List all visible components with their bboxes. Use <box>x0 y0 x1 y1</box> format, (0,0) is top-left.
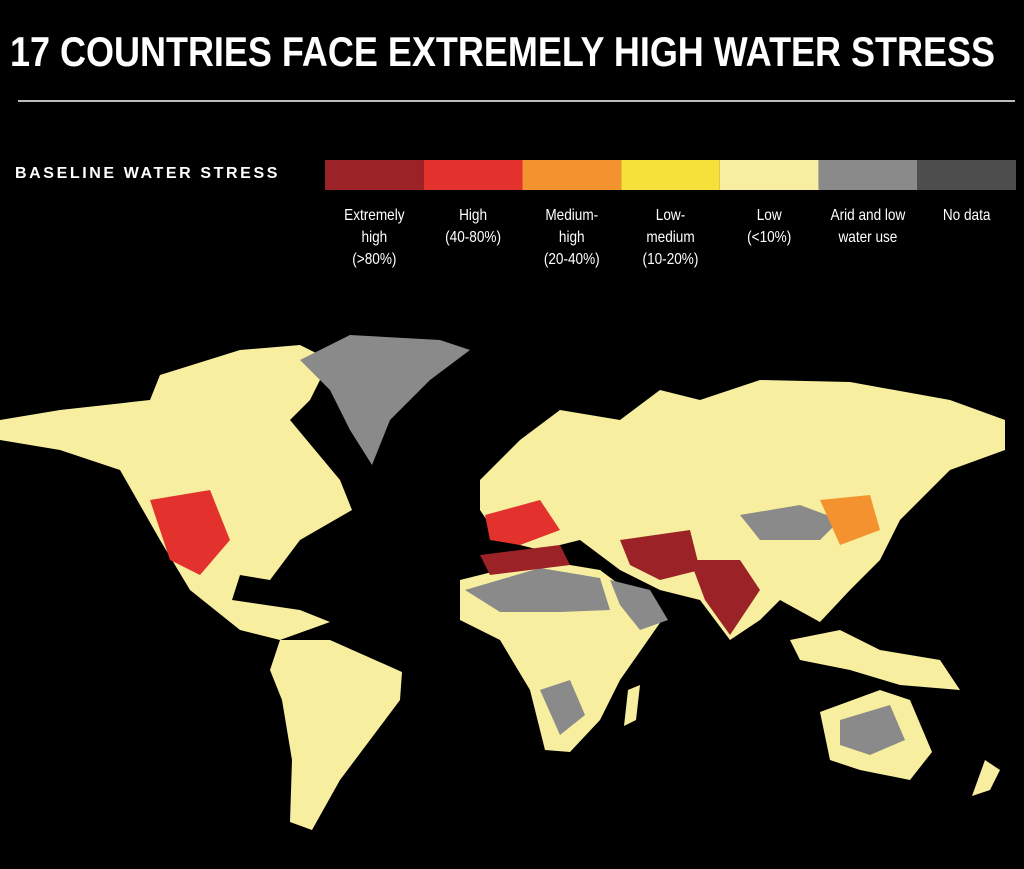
central-asia <box>740 505 840 540</box>
legend-label: (20-40%) <box>544 251 600 268</box>
middle-east-stress <box>620 530 700 580</box>
legend-label: Extremely <box>344 207 405 224</box>
legend-swatch <box>325 160 424 190</box>
legend-swatch <box>621 160 720 190</box>
western-us-stress <box>150 490 230 575</box>
legend-title: BASELINE WATER STRESS <box>15 165 280 182</box>
legend-label: No data <box>943 207 991 224</box>
india-stress <box>690 560 760 635</box>
legend-label: high <box>559 229 585 246</box>
legend: Extremely high (>80%) High (40-80%) Medium-hi… <box>325 160 1016 268</box>
china-stress <box>820 495 880 545</box>
legend-swatch <box>719 160 819 190</box>
australia-interior <box>840 705 905 755</box>
legend-label: Low- <box>656 207 685 224</box>
greenland <box>300 335 470 465</box>
legend-label: (<10%) <box>747 229 791 246</box>
north-africa-stress <box>480 545 570 575</box>
legend-label: Medium- <box>545 207 598 224</box>
legend-label: medium <box>646 229 694 246</box>
southeast-asia <box>790 630 960 690</box>
legend-label: High <box>459 207 487 224</box>
legend-label: water use <box>838 229 898 246</box>
legend-label: Low <box>757 207 782 224</box>
title: 17 COUNTRIES FACE EXTREMELY HIGH WATER S… <box>10 28 995 75</box>
legend-label: Arid and low <box>831 207 906 224</box>
europe-stress <box>485 500 560 545</box>
legend-label: high <box>362 229 388 246</box>
south-america <box>270 640 402 830</box>
world-map <box>0 335 1005 830</box>
sahara <box>465 568 610 612</box>
new-zealand <box>972 760 1000 796</box>
arabia <box>610 580 668 630</box>
north-america <box>0 345 352 640</box>
madagascar <box>624 685 640 726</box>
legend-swatch <box>522 160 622 190</box>
legend-label: (40-80%) <box>445 229 501 246</box>
legend-label: (>80%) <box>352 251 396 268</box>
legend-swatch <box>818 160 918 190</box>
eurasia <box>480 380 1005 640</box>
south-africa-arid <box>540 680 585 735</box>
legend-swatch <box>917 160 1016 190</box>
legend-label: (10-20%) <box>643 251 699 268</box>
legend-swatch <box>423 160 523 190</box>
